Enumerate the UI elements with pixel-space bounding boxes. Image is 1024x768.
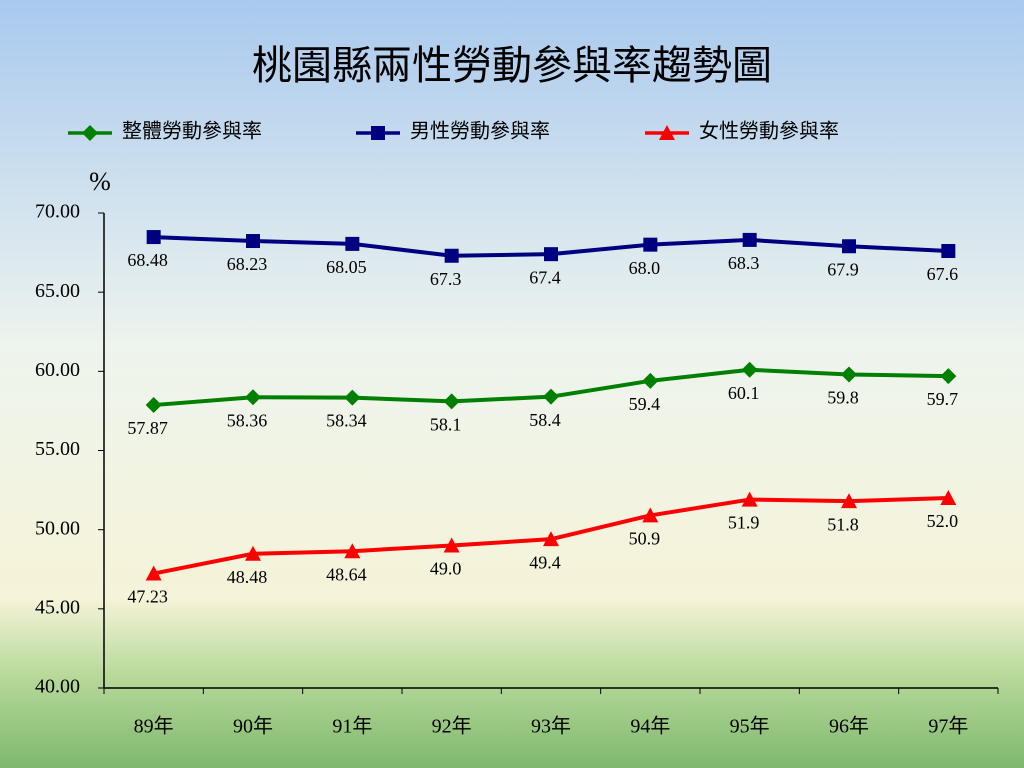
data-point <box>741 491 758 507</box>
data-point <box>940 490 957 505</box>
y-axis-label: % <box>89 167 111 196</box>
data-point <box>642 507 659 523</box>
data-point <box>841 493 857 509</box>
data-label: 59.8 <box>827 388 859 408</box>
data-point <box>145 565 162 581</box>
y-tick-label: 70.00 <box>35 201 80 223</box>
y-tick-label: 65.00 <box>35 280 80 302</box>
data-point <box>543 531 559 547</box>
x-tick-label: 90年 <box>233 715 273 738</box>
data-point <box>741 361 758 378</box>
data-point <box>642 372 659 389</box>
data-label: 51.8 <box>827 514 859 534</box>
data-point <box>246 234 260 249</box>
y-tick-label: 40.00 <box>35 676 80 698</box>
data-label: 58.36 <box>227 410 268 430</box>
data-point <box>544 247 558 262</box>
data-point <box>344 389 361 406</box>
legend-marker <box>659 125 675 140</box>
data-point <box>842 239 856 254</box>
data-label: 57.87 <box>127 418 168 438</box>
data-point <box>245 389 261 406</box>
data-label: 49.4 <box>529 552 561 572</box>
data-point <box>940 368 957 385</box>
data-point <box>145 397 162 414</box>
data-label: 49.0 <box>430 559 462 579</box>
data-label: 68.48 <box>127 250 168 270</box>
y-tick-label: 50.00 <box>35 517 80 539</box>
data-label: 59.7 <box>927 389 959 409</box>
data-label: 52.0 <box>927 511 959 531</box>
data-point <box>444 248 459 263</box>
data-label: 67.4 <box>529 267 561 287</box>
legend-label: 男性勞動參與率 <box>410 120 550 143</box>
x-tick-label: 89年 <box>134 715 174 738</box>
y-tick-label: 45.00 <box>35 596 80 618</box>
data-point <box>543 388 559 405</box>
data-label: 68.3 <box>728 253 760 273</box>
x-tick-label: 93年 <box>531 715 571 738</box>
data-label: 68.05 <box>326 257 367 277</box>
data-point <box>941 244 956 258</box>
data-label: 60.1 <box>728 383 760 403</box>
data-label: 68.23 <box>227 254 268 274</box>
data-label: 48.48 <box>227 567 268 587</box>
x-tick-label: 92年 <box>432 715 472 738</box>
data-label: 50.9 <box>629 529 661 549</box>
legend-label: 整體勞動參與率 <box>122 120 262 143</box>
data-point <box>245 545 261 561</box>
data-label: 59.4 <box>629 394 661 414</box>
data-point <box>345 236 360 251</box>
data-point <box>344 543 361 559</box>
data-label: 48.64 <box>326 564 367 584</box>
data-point <box>841 366 857 383</box>
legend-label: 女性勞動參與率 <box>699 120 839 143</box>
x-tick-label: 96年 <box>829 715 869 738</box>
data-label: 67.6 <box>927 264 959 284</box>
legend-marker <box>371 126 385 140</box>
data-point <box>742 232 757 247</box>
x-tick-label: 97年 <box>928 715 968 738</box>
y-tick-label: 55.00 <box>35 438 80 460</box>
x-tick-label: 95年 <box>730 715 770 738</box>
x-tick-label: 91年 <box>332 715 372 738</box>
data-label: 67.3 <box>430 269 462 289</box>
y-tick-label: 60.00 <box>35 359 80 381</box>
data-label: 67.9 <box>827 259 859 279</box>
data-label: 58.1 <box>430 415 462 435</box>
data-label: 58.4 <box>529 410 561 430</box>
legend-marker <box>82 125 98 141</box>
data-label: 47.23 <box>127 587 168 607</box>
x-tick-label: 94年 <box>630 715 670 738</box>
data-point <box>443 537 460 553</box>
data-label: 68.0 <box>629 258 661 278</box>
data-point <box>643 237 658 252</box>
data-point <box>443 393 460 410</box>
data-point <box>146 230 161 245</box>
data-label: 51.9 <box>728 513 760 533</box>
data-label: 58.34 <box>326 411 367 431</box>
chart-title: 桃園縣兩性勞動參與率趨勢圖 <box>252 43 772 88</box>
